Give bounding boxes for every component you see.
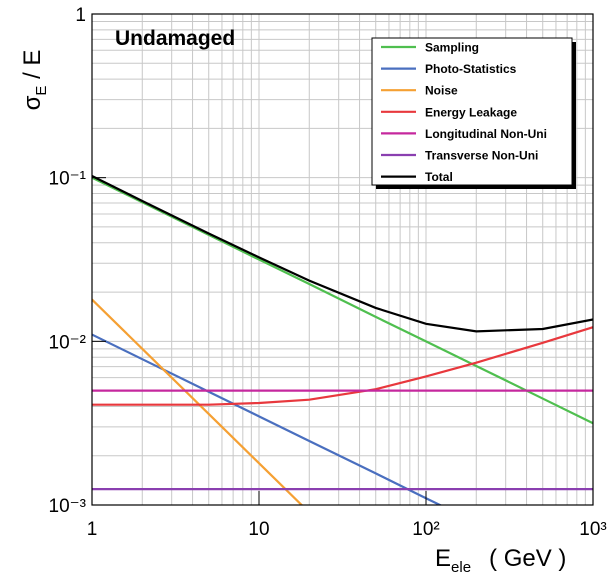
legend-label: Longitudinal Non-Uni	[425, 127, 547, 141]
chart-title: Undamaged	[115, 27, 235, 50]
series-line	[92, 174, 593, 333]
y-tick-label: 10⁻²	[49, 332, 87, 353]
y-tick-label: 1	[75, 5, 86, 26]
x-tick-label: 1	[87, 519, 98, 540]
plot-frame	[91, 13, 594, 506]
legend-label: Transverse Non-Uni	[425, 149, 538, 163]
x-tick-label: 10³	[579, 519, 606, 540]
legend-label: Photo-Statistics	[425, 62, 517, 76]
y-label-rest: / E	[19, 50, 46, 86]
legend-label: Sampling	[425, 41, 479, 55]
x-axis-label: Eele ( GeV )	[435, 545, 566, 576]
legend-label: Energy Leakage	[425, 105, 517, 119]
legend-label: Total	[425, 170, 453, 184]
ticks: 1 10 10² 10³ 10⁻³ 10⁻² 10⁻¹ 1	[49, 5, 607, 540]
x-tick-label: 10	[248, 519, 269, 540]
plot-lines	[92, 174, 593, 505]
x-tick-label: 10²	[412, 519, 439, 540]
x-label-rest: ( GeV )	[489, 545, 566, 572]
y-tick-label: 10⁻³	[49, 496, 87, 517]
series-line	[92, 176, 593, 425]
series-line	[92, 333, 443, 505]
series-line	[92, 326, 593, 406]
series-line	[92, 298, 304, 505]
x-label-sub: ele	[451, 559, 471, 576]
legend-label: Noise	[425, 84, 458, 98]
y-axis-label: σE / E	[19, 50, 50, 111]
legend: Sampling Photo-Statistics Noise Energy Leak…	[371, 37, 576, 189]
y-tick-label: 10⁻¹	[49, 169, 87, 190]
y-label-sub: E	[33, 86, 50, 96]
y-label-main: σ	[19, 95, 46, 110]
x-label-main: E	[435, 545, 451, 572]
